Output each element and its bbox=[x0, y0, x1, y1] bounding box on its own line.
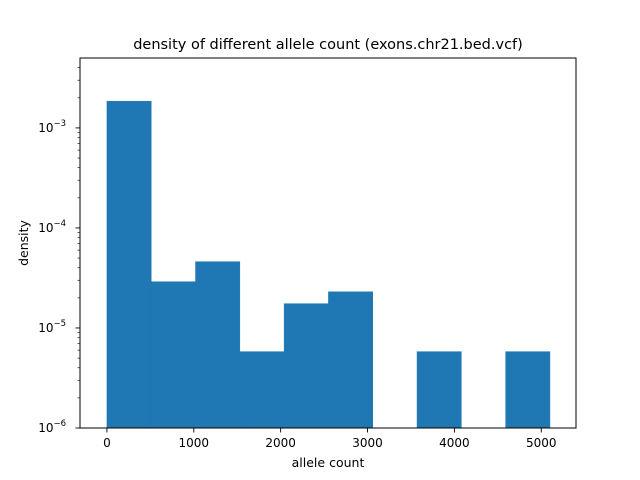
histogram-bar-2 bbox=[195, 261, 241, 429]
histogram-bar-5 bbox=[328, 291, 373, 429]
y-tick-exponent: −4 bbox=[53, 219, 66, 229]
x-tick-label: 2000 bbox=[265, 436, 296, 450]
bars-group bbox=[106, 100, 551, 429]
plot-area-frame bbox=[79, 57, 577, 429]
histogram-bar-0 bbox=[106, 100, 152, 429]
y-tick-exponent: −6 bbox=[53, 419, 66, 429]
histogram-bar-4 bbox=[283, 303, 329, 429]
histogram-bar-1 bbox=[150, 281, 196, 429]
histogram-bar-9 bbox=[505, 351, 551, 429]
x-tick-label: 1000 bbox=[179, 436, 210, 450]
chart-title: density of different allele count (exons… bbox=[133, 37, 523, 53]
histogram-bar-3 bbox=[239, 351, 285, 429]
x-axis-label: allele count bbox=[292, 455, 365, 470]
x-tick-label: 4000 bbox=[439, 436, 470, 450]
y-tick-exponent: −3 bbox=[53, 119, 66, 129]
x-axis-ticks: 0 1000 2000 3000 4000 5000 bbox=[103, 428, 557, 450]
y-axis-label: density bbox=[16, 219, 31, 265]
x-tick-label: 0 bbox=[103, 436, 111, 450]
histogram-bar-7 bbox=[416, 351, 462, 429]
y-tick-exponent: −5 bbox=[53, 319, 66, 329]
x-tick-label: 5000 bbox=[526, 436, 557, 450]
x-tick-label: 3000 bbox=[352, 436, 383, 450]
